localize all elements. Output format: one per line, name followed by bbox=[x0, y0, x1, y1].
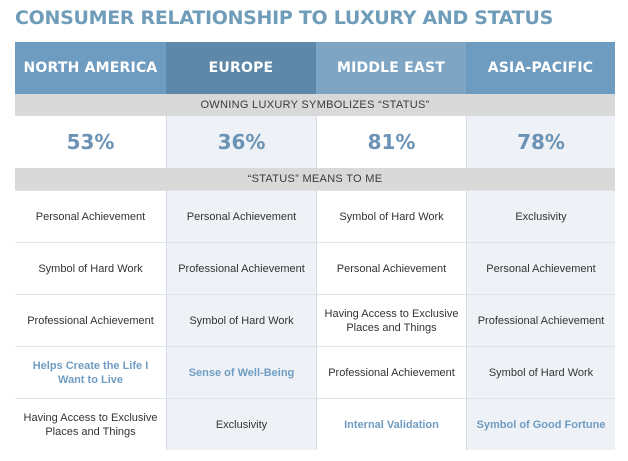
table-row: Personal Achievement Personal Achievemen… bbox=[15, 190, 615, 242]
region-header-europe: EUROPE bbox=[166, 42, 316, 94]
table-row: Professional Achievement Symbol of Hard … bbox=[15, 294, 615, 346]
table-cell: Professional Achievement bbox=[15, 294, 166, 346]
table-cell: Professional Achievement bbox=[466, 294, 615, 346]
table-cell: Personal Achievement bbox=[166, 190, 316, 242]
table-cell: Symbol of Hard Work bbox=[15, 242, 166, 294]
section-band-status-symbol: OWNING LUXURY SYMBOLIZES “STATUS” bbox=[15, 94, 615, 116]
table-cell: Personal Achievement bbox=[466, 242, 615, 294]
region-header-middle-east: MIDDLE EAST bbox=[316, 42, 466, 94]
page-title: CONSUMER RELATIONSHIP TO LUXURY AND STAT… bbox=[15, 7, 553, 29]
table-cell: Personal Achievement bbox=[316, 242, 466, 294]
table-cell: Professional Achievement bbox=[166, 242, 316, 294]
table-cell: Exclusivity bbox=[466, 190, 615, 242]
table-cell: Exclusivity bbox=[166, 398, 316, 450]
table-cell-highlight: Internal Validation bbox=[316, 398, 466, 450]
table-cell-highlight: Sense of Well-Being bbox=[166, 346, 316, 398]
region-header-north-america: NORTH AMERICA bbox=[15, 42, 166, 94]
table-row: Helps Create the Life I Want to Live Sen… bbox=[15, 346, 615, 398]
table-cell-highlight: Symbol of Good Fortune bbox=[466, 398, 615, 450]
percentage-asia-pacific: 78% bbox=[466, 116, 615, 168]
table-cell: Personal Achievement bbox=[15, 190, 166, 242]
table-cell-highlight: Helps Create the Life I Want to Live bbox=[15, 346, 166, 398]
table-row: Symbol of Hard Work Professional Achieve… bbox=[15, 242, 615, 294]
percentage-europe: 36% bbox=[166, 116, 316, 168]
table-cell: Symbol of Hard Work bbox=[316, 190, 466, 242]
percentage-row: 53% 36% 81% 78% bbox=[15, 116, 615, 168]
region-header-asia-pacific: ASIA-PACIFIC bbox=[466, 42, 615, 94]
table-cell: Having Access to Exclusive Places and Th… bbox=[15, 398, 166, 450]
luxury-status-table: NORTH AMERICA EUROPE MIDDLE EAST ASIA-PA… bbox=[15, 42, 615, 450]
table-cell: Symbol of Hard Work bbox=[166, 294, 316, 346]
table-cell: Symbol of Hard Work bbox=[466, 346, 615, 398]
region-header-row: NORTH AMERICA EUROPE MIDDLE EAST ASIA-PA… bbox=[15, 42, 615, 94]
section-band-status-means: “STATUS” MEANS TO ME bbox=[15, 168, 615, 190]
table-cell: Professional Achievement bbox=[316, 346, 466, 398]
table-cell: Having Access to Exclusive Places and Th… bbox=[316, 294, 466, 346]
percentage-north-america: 53% bbox=[66, 130, 115, 154]
percentage-middle-east: 81% bbox=[316, 116, 466, 168]
table-row: Having Access to Exclusive Places and Th… bbox=[15, 398, 615, 450]
